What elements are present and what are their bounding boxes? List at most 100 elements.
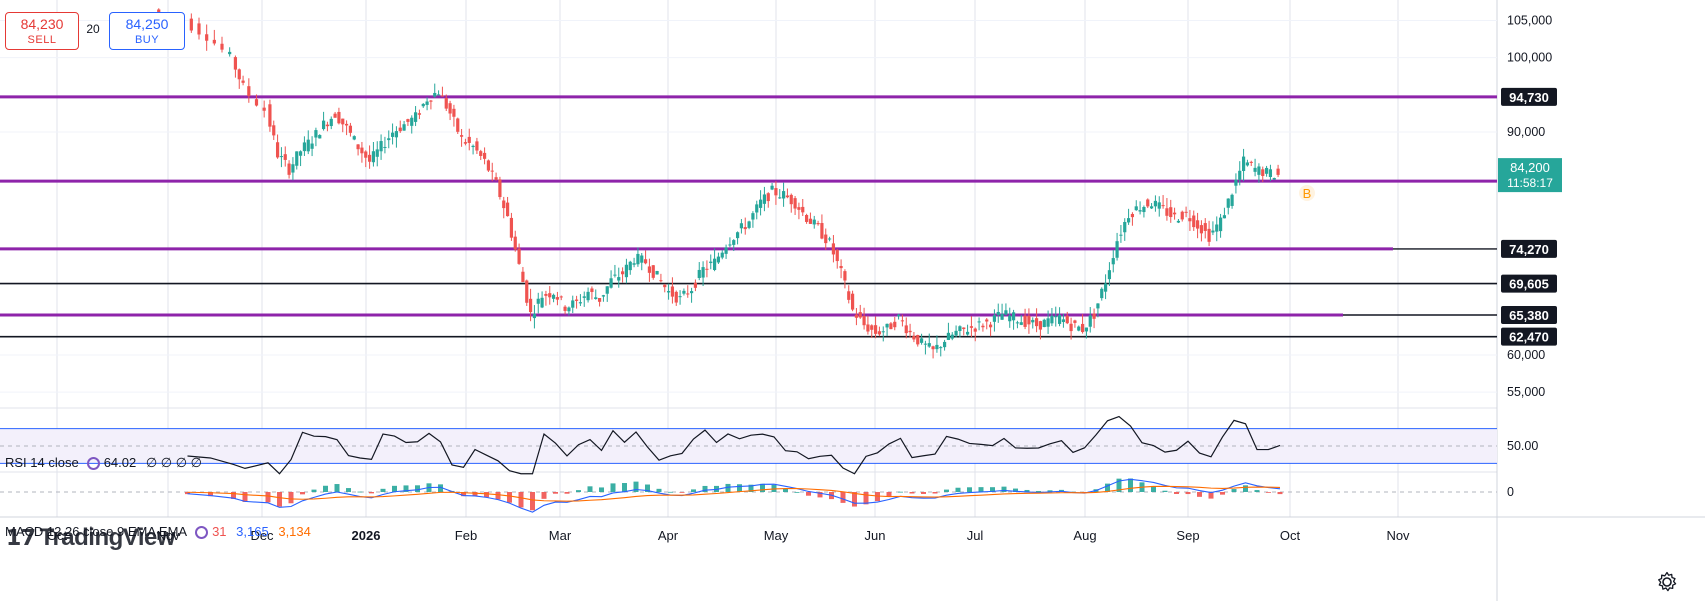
candle-up xyxy=(939,347,943,349)
macd-histogram-bar xyxy=(1185,492,1191,495)
candle-up xyxy=(689,291,694,294)
candle-down xyxy=(870,325,874,330)
candle-down xyxy=(494,177,498,180)
level-price-label: 69,605 xyxy=(1509,277,1549,292)
macd-histogram-bar xyxy=(484,492,489,498)
rsi-value: 64.02 xyxy=(103,455,137,470)
candle-up xyxy=(1008,315,1012,322)
macd-histogram-bar xyxy=(794,491,800,493)
candle-down xyxy=(1027,315,1031,325)
candle-up xyxy=(881,331,885,333)
candle-down xyxy=(348,125,353,133)
macd-histogram-bar xyxy=(553,492,558,494)
candle-up xyxy=(1050,315,1054,324)
candle-down xyxy=(467,136,471,143)
x-tick-label: Dec xyxy=(250,528,274,543)
macd-histogram-bar xyxy=(921,492,926,494)
candle-down xyxy=(287,163,291,175)
x-tick-label: Oct xyxy=(1280,528,1301,543)
macd-histogram-bar xyxy=(1116,478,1122,492)
marker-letter: B xyxy=(1303,186,1312,201)
candle-up xyxy=(1218,217,1223,232)
candle-up xyxy=(1215,224,1219,232)
y-tick-label: 55,000 xyxy=(1507,385,1545,399)
candle-down xyxy=(475,141,479,151)
macd-axis-label: 0 xyxy=(1507,485,1514,499)
candle-down xyxy=(973,328,977,332)
candle-down xyxy=(647,266,652,273)
candle-up xyxy=(1241,156,1246,172)
candle-up xyxy=(1157,202,1161,209)
candle-up xyxy=(739,223,744,229)
candle-up xyxy=(624,264,629,278)
candle-down xyxy=(1092,313,1096,319)
candle-down xyxy=(793,198,797,209)
settings-gear-icon[interactable] xyxy=(1655,570,1679,594)
candle-down xyxy=(686,293,690,295)
macd-histogram-bar xyxy=(438,484,443,492)
candle-up xyxy=(720,252,724,258)
candle-down xyxy=(1161,205,1165,207)
candle-down xyxy=(620,271,625,275)
macd-histogram-bar xyxy=(392,485,397,492)
candle-up xyxy=(291,164,295,173)
refresh-icon[interactable] xyxy=(86,457,100,470)
macd-histogram-bar xyxy=(231,492,236,499)
x-tick-label: Aug xyxy=(1073,528,1096,543)
refresh-icon[interactable] xyxy=(195,526,209,539)
candle-down xyxy=(831,243,836,255)
candle-down xyxy=(521,271,525,283)
macd-histogram-bar xyxy=(472,492,478,497)
candle-up xyxy=(701,267,705,278)
candle-down xyxy=(364,151,368,158)
macd-histogram-bar xyxy=(1001,486,1007,492)
candle-down xyxy=(525,280,529,303)
candle-up xyxy=(471,145,475,148)
candle-up xyxy=(594,297,598,300)
rsi-extra-values: ∅ ∅ ∅ ∅ xyxy=(145,455,203,470)
candle-up xyxy=(1115,241,1119,258)
macd-histogram-bar xyxy=(311,489,317,492)
candle-down xyxy=(337,111,341,124)
level-price-tag xyxy=(1501,306,1557,325)
macd-histogram-bar xyxy=(357,491,363,493)
candle-up xyxy=(390,132,395,137)
macd-histogram-bar xyxy=(955,487,961,492)
candle-up xyxy=(1103,283,1108,292)
macd-histogram-bar xyxy=(1197,492,1202,497)
candle-down xyxy=(205,34,209,41)
candle-down xyxy=(544,293,548,296)
candle-up xyxy=(992,315,997,322)
candle-down xyxy=(1172,212,1177,215)
sell-button[interactable]: 84,230 SELL xyxy=(5,12,79,50)
candle-up xyxy=(640,255,644,263)
candle-down xyxy=(824,234,828,244)
macd-histogram-bar xyxy=(576,490,581,492)
candle-up xyxy=(1149,206,1154,209)
candle-down xyxy=(785,195,790,198)
rsi-legend[interactable]: RSI 14 close 64.02 ∅ ∅ ∅ ∅ xyxy=(5,455,202,471)
candle-up xyxy=(942,341,947,348)
macd-legend[interactable]: MACD 12 26 close 9 EMA EMA 31 3,165 3,134 xyxy=(5,524,311,539)
candle-down xyxy=(262,107,266,111)
candle-up xyxy=(1054,316,1058,318)
candle-down xyxy=(479,151,483,156)
buy-button[interactable]: 84,250 BUY xyxy=(109,12,185,50)
macd-histogram-bar xyxy=(1036,490,1041,492)
candle-down xyxy=(444,98,448,109)
macd-histogram-bar xyxy=(1047,490,1053,492)
candle-down xyxy=(862,316,866,326)
candle-up xyxy=(697,269,701,278)
candle-up xyxy=(1222,215,1227,219)
candle-up xyxy=(935,344,939,350)
candle-up xyxy=(314,130,318,138)
candle-down xyxy=(850,293,855,310)
candle-down xyxy=(498,179,502,198)
macd-histogram-bar xyxy=(886,492,892,497)
macd-histogram-bar xyxy=(541,492,547,499)
candle-up xyxy=(228,51,232,55)
candle-up xyxy=(1226,198,1230,208)
candle-down xyxy=(325,124,330,127)
candle-down xyxy=(766,193,770,202)
